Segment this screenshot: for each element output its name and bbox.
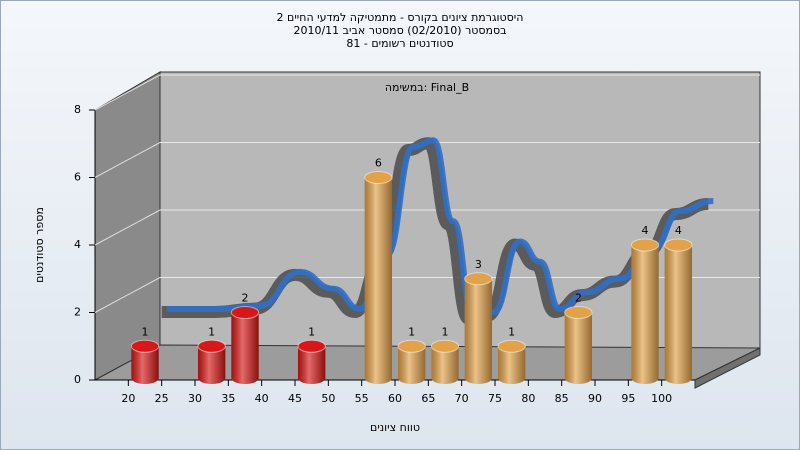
bar-top — [130, 339, 160, 353]
bar — [430, 339, 460, 384]
bar-top — [464, 272, 493, 286]
bar — [397, 339, 426, 384]
distribution-curve-side — [166, 137, 714, 319]
bar — [564, 306, 593, 384]
bar — [297, 339, 326, 384]
x-tick-label: 65 — [421, 392, 435, 405]
bar-shade — [631, 245, 659, 385]
bar-top — [297, 339, 326, 353]
bar-top — [564, 306, 593, 319]
x-tick-label: 85 — [555, 392, 569, 405]
x-tick-label: 30 — [188, 392, 202, 405]
x-tick-label: 70 — [455, 392, 469, 405]
bar-shade — [464, 278, 492, 384]
value-label: 2 — [242, 292, 249, 305]
grid-line — [94, 142, 161, 178]
bar-top — [664, 238, 693, 252]
x-tick-label: 40 — [255, 392, 269, 405]
value-label: 4 — [675, 224, 682, 237]
chart-subtitle: בסמסטר (02/2010) סמסטר אביב 2010/11 — [293, 24, 506, 37]
x-axis-label: טווח ציונים — [370, 421, 420, 434]
bar-top — [430, 339, 460, 353]
y-tick-label: 2 — [74, 306, 81, 319]
floor — [94, 344, 761, 381]
bar — [197, 339, 226, 384]
value-label: 1 — [408, 325, 415, 338]
value-label: 1 — [308, 325, 315, 338]
x-tick-label: 35 — [221, 392, 235, 405]
value-label: 1 — [442, 325, 449, 338]
y-tick-label: 0 — [74, 373, 81, 386]
x-tick-label: 45 — [288, 392, 302, 405]
bar-top — [197, 339, 226, 353]
bar — [364, 171, 393, 384]
bar-shade — [664, 245, 692, 384]
x-tick-label: 90 — [588, 392, 602, 405]
bar-top — [364, 171, 393, 184]
value-label: 3 — [475, 258, 482, 271]
chart-subtitle: סטודנטים רשומים - 81 — [346, 37, 453, 50]
y-axis-label: מספר סטודנטים — [33, 207, 46, 283]
value-label: 1 — [208, 325, 215, 338]
bar-shade — [131, 346, 159, 384]
x-tick-label: 55 — [355, 392, 369, 405]
value-label: 6 — [375, 157, 382, 170]
x-tick-label: 75 — [488, 392, 502, 405]
grid-line — [94, 209, 161, 246]
grid-line — [94, 74, 161, 111]
y-tick-label: 8 — [74, 103, 81, 116]
bar-shade — [431, 346, 459, 384]
bar-top — [230, 306, 260, 319]
x-tick-label: 50 — [321, 392, 335, 405]
value-label: 2 — [575, 292, 582, 305]
grid-line — [94, 277, 161, 313]
bar-shade — [198, 346, 226, 384]
bar — [130, 339, 160, 384]
bar-top — [630, 238, 660, 252]
value-label: 4 — [642, 224, 649, 237]
bar — [664, 238, 693, 384]
x-tick-label: 100 — [651, 392, 672, 405]
bar — [230, 306, 260, 384]
left-wall — [94, 71, 161, 381]
floor-edge — [694, 347, 761, 389]
x-tick-label: 95 — [621, 392, 635, 405]
x-tick-label: 25 — [155, 392, 169, 405]
chart-title: היסטוגרמת ציונים בקורס - מתמטיקה למדעי ה… — [277, 11, 524, 24]
x-tick-label: 20 — [121, 392, 135, 405]
y-tick-label: 6 — [74, 171, 81, 184]
bar-top — [397, 339, 426, 353]
bar-shade — [498, 346, 526, 384]
bar-shade — [231, 312, 259, 384]
bar-shade — [564, 312, 592, 384]
x-tick-label: 80 — [521, 392, 535, 405]
bar-shade — [364, 177, 392, 384]
annotation: במשימה: Final_B — [385, 81, 469, 94]
bar-shade — [398, 346, 426, 384]
x-tick-label: 60 — [388, 392, 402, 405]
bar — [630, 238, 660, 385]
value-label: 1 — [508, 325, 515, 338]
bar-shade — [298, 346, 326, 384]
bar-top — [497, 339, 526, 353]
bar — [497, 339, 526, 384]
bar — [464, 272, 493, 384]
y-tick-label: 4 — [74, 238, 81, 251]
value-label: 1 — [142, 325, 149, 338]
